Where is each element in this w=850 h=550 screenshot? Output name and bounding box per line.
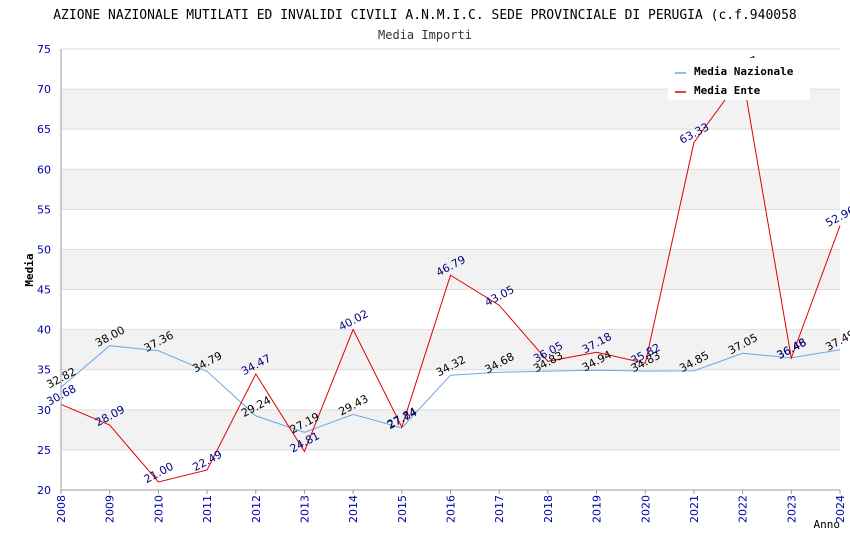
y-tick-label: 40 [37, 324, 51, 337]
x-tick-label: 2008 [55, 495, 68, 523]
x-axis-ticks: 2008 2009 2010 2011 2012 2013 2014 2015 2016 2017… [55, 490, 847, 523]
x-tick-label: 2014 [347, 495, 360, 523]
grid-band [61, 409, 840, 450]
y-tick-label: 20 [37, 484, 51, 497]
grid-band [61, 169, 840, 210]
legend-box [668, 58, 810, 100]
x-tick-label: 2020 [639, 495, 652, 523]
x-tick-label: 2015 [396, 495, 409, 523]
y-axis-label: Media [23, 253, 36, 286]
x-tick-label: 2024 [834, 495, 847, 523]
series-lines [60, 74, 841, 483]
x-tick-label: 2018 [542, 495, 555, 523]
y-tick-label: 55 [37, 203, 51, 216]
chart-subtitle: Media Importi [378, 28, 472, 42]
x-tick-label: 2009 [104, 495, 117, 523]
y-tick-label: 50 [37, 243, 51, 256]
grid-lines [61, 48, 840, 491]
y-tick-label: 65 [37, 123, 51, 136]
y-tick-label: 45 [37, 284, 51, 297]
y-tick-label: 35 [37, 364, 51, 377]
y-tick-label: 30 [37, 404, 51, 417]
x-axis-label: Anno [814, 518, 841, 531]
legend-label-media-nazionale: Media Nazionale [694, 65, 794, 78]
y-tick-label: 70 [37, 83, 51, 96]
x-tick-label: 2012 [250, 495, 263, 523]
x-tick-label: 2013 [298, 495, 311, 523]
legend: Media Nazionale Media Ente [668, 58, 810, 100]
grid-band [61, 329, 840, 370]
y-tick-label: 75 [37, 43, 51, 56]
grid-bands [61, 89, 840, 450]
y-tick-label: 60 [37, 163, 51, 176]
x-tick-label: 2016 [445, 495, 458, 523]
legend-label-media-ente: Media Ente [694, 84, 761, 97]
chart-title: AZIONE NAZIONALE MUTILATI ED INVALIDI CI… [53, 8, 797, 23]
x-tick-label: 2010 [152, 495, 165, 523]
x-tick-label: 2019 [591, 495, 604, 523]
x-tick-label: 2017 [493, 495, 506, 523]
x-tick-label: 2011 [201, 495, 214, 523]
y-axis-ticks: 20 25 30 35 40 45 50 55 60 65 70 75 [37, 43, 51, 497]
y-tick-label: 25 [37, 444, 51, 457]
grid-band [61, 249, 840, 290]
series-line-media-ente [60, 74, 841, 483]
x-tick-label: 2021 [688, 495, 701, 523]
x-tick-label: 2023 [785, 495, 798, 523]
x-tick-label: 2022 [737, 495, 750, 523]
series-line-media-nazionale [60, 345, 841, 433]
